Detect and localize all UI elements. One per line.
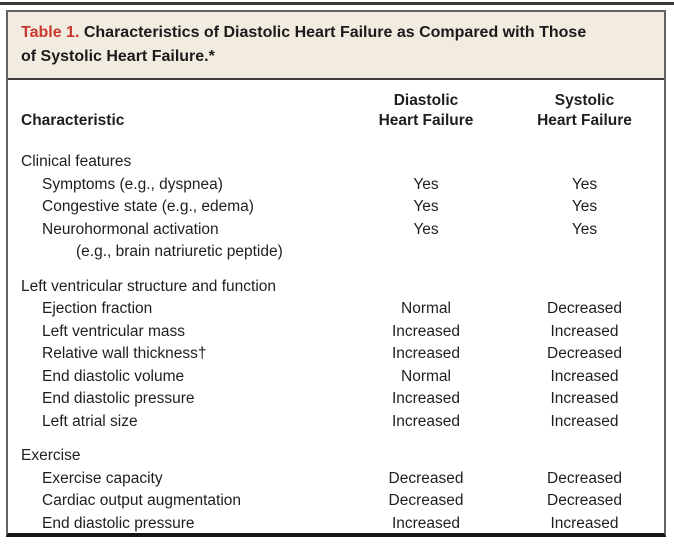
row-label: End diastolic pressure — [42, 514, 195, 532]
systolic-value: Decreased — [547, 345, 622, 362]
top-horizontal-rule — [0, 2, 674, 5]
table-caption-text: Characteristics of Diastolic Heart Failu… — [21, 24, 587, 65]
table-row: Ejection fraction Normal Decreased — [8, 298, 664, 321]
column-header-row: Characteristic Diastolic Heart Failure S… — [8, 80, 664, 131]
systolic-value: Increased — [550, 322, 619, 340]
diastolic-value: Decreased — [388, 469, 464, 487]
systolic-value: Decreased — [547, 469, 622, 487]
table-row: End diastolic pressure Increased Increas… — [8, 388, 664, 411]
table-row: Left atrial size Increased Increased — [8, 411, 664, 434]
diastolic-value: Yes — [413, 198, 439, 215]
table-card: Table 1. Characteristics of Diastolic He… — [6, 10, 666, 537]
table-row: Relative wall thickness† Increased Decre… — [8, 343, 664, 366]
table-row: End diastolic volume Normal Increased — [8, 366, 664, 389]
row-label: Ejection fraction — [42, 300, 153, 317]
table-row: Exercise capacity Decreased Decreased — [8, 468, 664, 491]
table-row: Congestive state (e.g., edema) Yes Yes — [8, 196, 664, 219]
diastolic-value: Increased — [391, 412, 461, 430]
diastolic-value: Normal — [401, 300, 451, 317]
table-row: Symptoms (e.g., dyspnea) Yes Yes — [8, 174, 664, 197]
section-header: Clinical features — [21, 153, 132, 170]
row-label: End diastolic volume — [42, 367, 185, 385]
column-header-characteristic: Characteristic — [21, 112, 125, 129]
diastolic-value: Normal — [401, 367, 451, 385]
systolic-value: Increased — [550, 367, 619, 385]
row-label: Left ventricular mass — [42, 322, 185, 340]
row-label: Congestive state (e.g., edema) — [42, 198, 254, 215]
table-body: Clinical features Symptoms (e.g., dyspne… — [8, 131, 664, 535]
systolic-value: Yes — [571, 220, 598, 238]
row-label-continuation: (e.g., brain natriuretic peptide) — [76, 243, 283, 260]
diastolic-value: Increased — [391, 390, 461, 407]
diastolic-value: Yes — [413, 220, 439, 238]
diastolic-value: Decreased — [388, 492, 464, 509]
diastolic-value: Increased — [391, 322, 461, 340]
row-label: Neurohormonal activation — [42, 220, 219, 238]
table-row: Left ventricular mass Increased Increase… — [8, 321, 664, 344]
row-label: Exercise capacity — [42, 469, 163, 487]
row-label: Relative wall thickness† — [42, 345, 207, 362]
diastolic-value: Yes — [413, 175, 439, 193]
column-header-systolic: Systolic Heart Failure — [537, 92, 632, 129]
table-caption: Table 1. Characteristics of Diastolic He… — [8, 12, 664, 80]
section-exercise: Exercise Exercise capacity Decreased Dec… — [8, 445, 664, 535]
systolic-value: Decreased — [547, 492, 622, 509]
systolic-value: Yes — [571, 198, 598, 215]
row-label: Left atrial size — [42, 412, 138, 430]
column-header-diastolic: Diastolic Heart Failure — [378, 92, 474, 129]
table-row: Cardiac output augmentation Decreased De… — [8, 490, 664, 513]
section-header: Exercise — [21, 447, 81, 464]
row-label: End diastolic pressure — [42, 390, 195, 407]
row-label-group: Neurohormonal activation (e.g., brain na… — [21, 219, 357, 264]
row-label: Cardiac output augmentation — [42, 492, 242, 509]
systolic-value: Increased — [550, 390, 619, 407]
systolic-value: Decreased — [547, 300, 622, 317]
systolic-value: Increased — [550, 514, 619, 532]
table-row: End diastolic pressure Increased Increas… — [8, 513, 664, 536]
table-row: Neurohormonal activation (e.g., brain na… — [8, 219, 664, 264]
systolic-value: Increased — [550, 412, 619, 430]
section-lv-structure-function: Left ventricular structure and function … — [8, 276, 664, 434]
section-header: Left ventricular structure and function — [21, 277, 277, 295]
systolic-value: Yes — [571, 175, 598, 193]
table-caption-number: Table 1. — [21, 24, 80, 41]
diastolic-value: Increased — [391, 514, 461, 532]
section-clinical-features: Clinical features Symptoms (e.g., dyspne… — [8, 151, 664, 264]
diastolic-value: Increased — [391, 345, 461, 362]
row-label: Symptoms (e.g., dyspnea) — [42, 175, 223, 193]
